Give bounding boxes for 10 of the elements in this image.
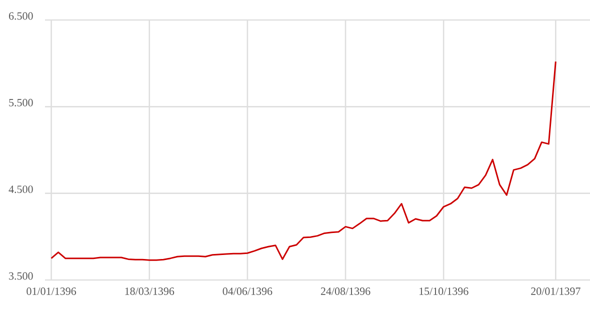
y-tick-label: 5.500 xyxy=(9,98,33,106)
y-tick-label: 4.500 xyxy=(8,186,33,194)
x-tick-label: 18/03/1396 xyxy=(125,288,174,295)
y-tick-label: 6.500 xyxy=(8,12,33,20)
x-tick-label: 04/06/1396 xyxy=(222,288,272,295)
x-tick-label: 01/01/1396 xyxy=(26,288,76,295)
x-tick-label: 24/08/1396 xyxy=(320,288,370,295)
x-tick-label: 20/01/1397 xyxy=(531,288,580,295)
x-tick-label: 15/10/1396 xyxy=(420,288,468,295)
y-tick-label: 3.500 xyxy=(9,272,33,280)
